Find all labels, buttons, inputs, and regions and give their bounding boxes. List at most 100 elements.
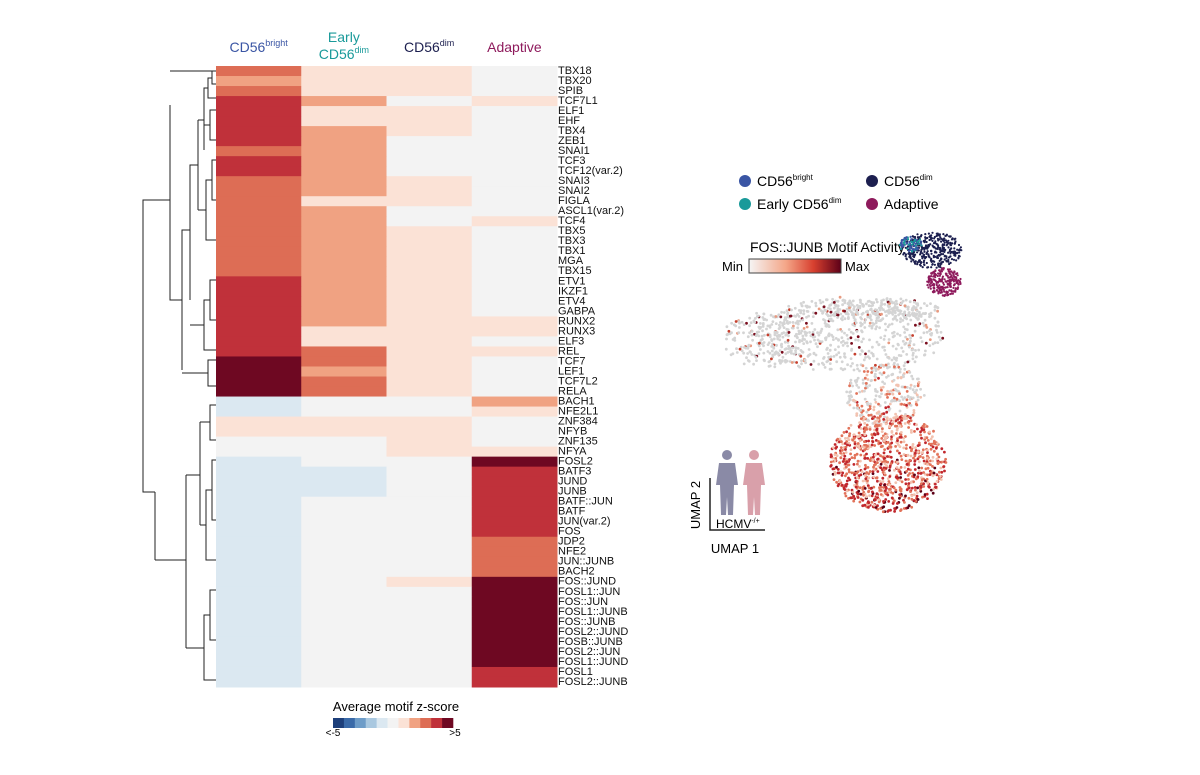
umap-dot — [762, 351, 766, 355]
umap-dot — [836, 484, 840, 488]
umap-dot — [845, 311, 849, 314]
umap-dot — [924, 244, 928, 247]
umap-dot — [865, 452, 868, 456]
umap-dot — [852, 312, 855, 316]
umap-dot — [840, 360, 844, 364]
umap-dot — [927, 243, 930, 247]
umap-dot — [895, 383, 899, 387]
umap-dot — [914, 260, 917, 263]
umap-dot — [890, 441, 894, 445]
umap-dot — [949, 255, 952, 258]
umap-dot — [755, 311, 758, 315]
umap-dot — [864, 356, 867, 359]
umap-dot — [799, 354, 803, 358]
umap-dot — [867, 299, 871, 303]
umap-dot — [884, 498, 888, 501]
umap-dot — [836, 308, 840, 312]
umap-dot — [893, 365, 896, 369]
umap-dot — [802, 327, 806, 330]
umap-dot — [903, 304, 907, 308]
umap-dot — [882, 486, 886, 489]
umap-dot — [920, 478, 924, 482]
umap-dot — [900, 458, 904, 461]
umap-dot — [958, 255, 961, 258]
umap-dot — [863, 416, 866, 420]
umap-dot — [903, 367, 907, 371]
umap-dot — [799, 349, 803, 352]
umap-dot — [912, 493, 916, 497]
umap-dot — [943, 278, 946, 281]
umap-dot — [863, 448, 867, 452]
umap-dot — [917, 460, 921, 464]
umap-dot — [821, 300, 825, 304]
row-label: NFYB — [558, 425, 587, 437]
heat-cell — [216, 186, 302, 197]
heat-cell — [301, 156, 387, 167]
heat-cell — [216, 346, 302, 357]
umap-dot — [891, 344, 895, 348]
heat-cell — [216, 516, 302, 528]
motif-title: FOS::JUNB Motif Activity — [750, 239, 905, 255]
row-label: SNAI2 — [558, 185, 590, 197]
umap-dot — [910, 447, 914, 451]
legend-label: Early CD56dim — [757, 196, 842, 212]
umap-dot — [859, 459, 862, 463]
umap-dot — [887, 362, 890, 366]
umap-dot — [875, 390, 879, 394]
umap-dot — [836, 328, 840, 332]
umap-dot — [794, 346, 798, 350]
umap-dot — [875, 319, 878, 323]
umap-dot — [859, 299, 862, 302]
umap-dot — [930, 252, 933, 255]
umap-dot — [845, 390, 849, 394]
umap-dot — [847, 316, 850, 319]
heat-cell — [386, 116, 473, 127]
umap-dot — [902, 498, 905, 502]
umap-dot — [868, 338, 871, 342]
umap-dot — [905, 488, 909, 492]
heat-cell — [386, 176, 473, 187]
umap-dot — [816, 345, 819, 349]
umap-dot — [913, 235, 917, 239]
umap-dot — [780, 310, 783, 314]
umap-dot — [909, 419, 913, 422]
umap-dot — [958, 251, 961, 254]
umap-dot — [851, 362, 854, 365]
umap-dot — [834, 337, 838, 340]
heat-cell — [471, 426, 558, 438]
umap-dot — [877, 402, 880, 406]
umap-dot — [780, 350, 784, 354]
umap-dot — [843, 309, 846, 313]
umap-dot — [876, 432, 880, 435]
umap-dot — [898, 424, 902, 428]
umap-y-label: UMAP 2 — [688, 481, 703, 529]
umap-dot — [922, 254, 925, 258]
umap-dot — [880, 430, 884, 433]
heat-cell — [216, 476, 302, 488]
umap-dot — [909, 383, 913, 387]
umap-dot — [784, 352, 788, 356]
umap-dot — [748, 331, 751, 335]
umap-dot — [919, 235, 923, 238]
umap-dot — [798, 319, 802, 323]
umap-dot — [943, 290, 946, 293]
umap-dot — [851, 384, 854, 388]
umap-dot — [855, 363, 859, 367]
row-label: IKZF1 — [558, 285, 588, 297]
umap-dot — [748, 324, 751, 328]
umap-dot — [838, 461, 841, 465]
umap-dot — [907, 415, 910, 419]
heat-cell — [301, 646, 387, 658]
heat-cell — [301, 656, 387, 668]
umap-dot — [771, 320, 775, 323]
umap-dot — [849, 381, 853, 385]
umap-dot — [948, 235, 951, 238]
umap-dot — [822, 305, 826, 309]
umap-dot — [861, 409, 865, 413]
umap-dot — [773, 365, 777, 369]
umap-dot — [858, 408, 862, 412]
umap-dot — [894, 481, 898, 484]
umap-dot — [841, 344, 845, 347]
umap-dot — [911, 351, 915, 355]
umap-dot — [926, 466, 930, 470]
